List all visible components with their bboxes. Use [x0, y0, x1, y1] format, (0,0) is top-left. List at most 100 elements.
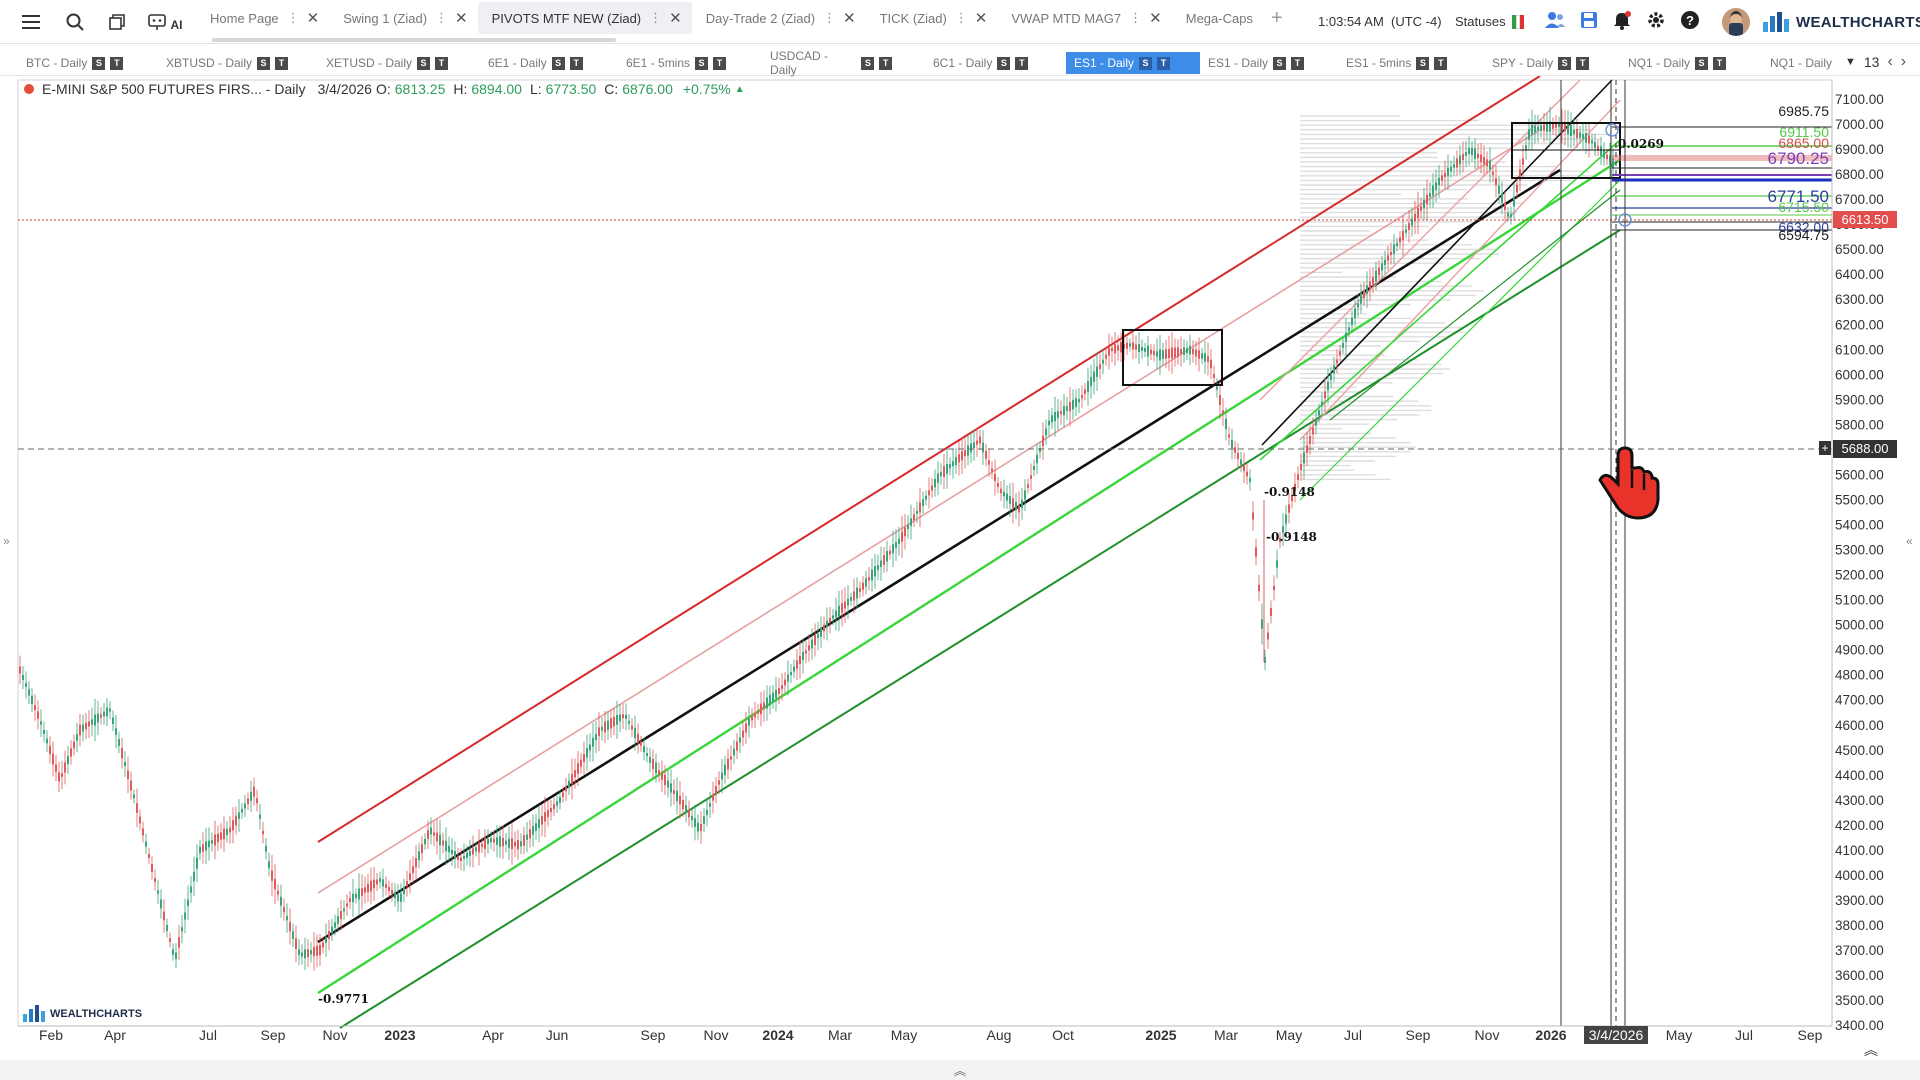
tab-menu-icon[interactable]: ⋮ — [1129, 10, 1142, 25]
symbol-sync-badge[interactable]: S — [257, 56, 270, 70]
notifications-icon[interactable] — [1612, 10, 1632, 30]
candle — [1564, 123, 1566, 132]
candle — [745, 723, 747, 733]
left-panel-toggle-icon[interactable]: » — [3, 534, 10, 548]
symbol-sync-badge[interactable]: S — [417, 56, 430, 70]
symbol-sync-badge[interactable]: S — [551, 56, 565, 70]
candle — [1606, 154, 1608, 160]
symbol-time-badge[interactable]: T — [1434, 56, 1448, 70]
search-icon[interactable] — [54, 0, 96, 44]
symbol-tab[interactable]: ES1 - Daily S T — [1066, 52, 1200, 74]
symbol-sync-badge[interactable]: S — [1416, 56, 1430, 70]
workspace-tab[interactable]: Home Page ⋮ ✕ — [196, 2, 329, 34]
x-axis-tick-label: Jul — [1344, 1027, 1362, 1043]
candle — [1135, 344, 1137, 350]
workspace-tab[interactable]: Day-Trade 2 (Ziad) ⋮ ✕ — [692, 2, 866, 34]
symbol-time-badge[interactable]: T — [1015, 56, 1029, 70]
symbol-sync-badge[interactable]: S — [1139, 56, 1153, 70]
symbol-tab[interactable]: ES1 - Daily S T — [1200, 52, 1330, 74]
help-icon[interactable]: ? — [1680, 10, 1700, 30]
drawing-anchor-icon[interactable] — [1605, 123, 1619, 137]
symbol-sync-badge[interactable]: S — [1273, 56, 1287, 70]
tabs-scrollbar[interactable] — [212, 38, 616, 42]
candle — [946, 463, 948, 474]
candle — [76, 734, 78, 741]
workspace-tab[interactable]: Mega-Caps — [1172, 2, 1263, 34]
symbol-dropdown-icon[interactable]: ▼ — [1845, 56, 1856, 68]
tab-menu-icon[interactable]: ⋮ — [435, 10, 448, 25]
plus-icon[interactable]: + — [1821, 441, 1828, 455]
symbol-time-badge[interactable]: T — [569, 56, 583, 70]
symbol-sync-badge[interactable]: S — [997, 56, 1011, 70]
symbol-tab[interactable]: SPY - Daily S T — [1484, 52, 1614, 74]
tab-close-icon[interactable]: ✕ — [455, 10, 468, 27]
candle — [211, 840, 213, 844]
workspace-tab[interactable]: TICK (Ziad) ⋮ ✕ — [866, 2, 998, 34]
tab-menu-icon[interactable]: ⋮ — [286, 10, 300, 25]
symbol-time-badge[interactable]: T — [713, 56, 727, 70]
symbol-tab[interactable]: XBTUSD - Daily S T — [158, 52, 288, 74]
save-icon[interactable] — [1580, 11, 1598, 29]
tab-close-icon[interactable]: ✕ — [669, 10, 682, 27]
add-tab-icon[interactable]: + — [1270, 6, 1283, 29]
brand-name: WEALTHCHARTS — [1796, 13, 1920, 31]
statuses-button[interactable]: Statuses — [1455, 14, 1524, 29]
symbol-time-badge[interactable]: T — [1157, 56, 1171, 70]
symbol-scroll-right-icon[interactable]: › — [1900, 53, 1907, 70]
symbol-tab[interactable]: 6E1 - Daily S T — [480, 52, 610, 74]
tab-close-icon[interactable]: ✕ — [974, 10, 988, 27]
symbol-tab[interactable]: NQ1 - Daily S T — [1620, 52, 1750, 74]
symbol-sync-badge[interactable]: S — [1558, 56, 1572, 70]
workspace-tab[interactable]: VWAP MTD MAG7 ⋮ ✕ — [997, 2, 1171, 34]
candle — [364, 887, 366, 893]
tab-menu-icon[interactable]: ⋮ — [649, 10, 662, 25]
expand-up-icon[interactable]: ︽ — [953, 1063, 966, 1078]
symbol-scroll-left-icon[interactable]: ‹ — [1887, 53, 1893, 70]
symbol-time-badge[interactable]: T — [435, 56, 448, 70]
add-alert-button[interactable] — [1819, 441, 1831, 455]
symbol-tab[interactable]: USDCAD - Daily S T — [762, 49, 892, 77]
price-chart[interactable]: 0.0269 -0.9148 -0.9148 -0.9771 6985.75 6911.5… — [0, 76, 1920, 1068]
candle — [58, 772, 60, 782]
symbol-tab[interactable]: XETUSD - Daily S T — [318, 52, 448, 74]
symbol-sync-badge[interactable]: S — [92, 56, 106, 70]
workspace-tab[interactable]: Swing 1 (Ziad) ⋮ ✕ — [329, 2, 477, 34]
workspace-tab[interactable]: PIVOTS MTF NEW (Ziad) ⋮ ✕ — [477, 2, 692, 34]
users-icon[interactable] — [1544, 10, 1566, 30]
symbol-tab[interactable]: 6C1 - Daily S T — [925, 52, 1055, 74]
symbol-sync-badge[interactable]: S — [861, 56, 875, 70]
tab-close-icon[interactable]: ✕ — [1149, 10, 1162, 27]
symbol-time-badge[interactable]: T — [1291, 56, 1305, 70]
symbol-tab[interactable]: ES1 - 5mins S T — [1338, 52, 1468, 74]
tab-menu-icon[interactable]: ⋮ — [823, 10, 836, 25]
candle — [1027, 484, 1029, 488]
symbol-tab[interactable]: BTC - Daily S T — [18, 52, 148, 74]
candle — [394, 891, 396, 899]
legend-open: 6813.25 — [394, 81, 446, 97]
symbol-tab[interactable]: 6E1 - 5mins S T — [618, 52, 748, 74]
symbol-sync-badge[interactable]: S — [695, 56, 709, 70]
candle — [34, 705, 36, 710]
user-avatar[interactable] — [1722, 8, 1750, 36]
symbol-time-badge[interactable]: T — [275, 56, 288, 70]
layouts-icon[interactable] — [96, 0, 138, 44]
candle — [238, 812, 240, 819]
menu-icon[interactable] — [10, 0, 52, 44]
tab-menu-icon[interactable]: ⋮ — [954, 10, 968, 25]
collapse-axis-icon[interactable]: ︽ — [1864, 1042, 1878, 1058]
symbol-time-badge[interactable]: T — [1713, 56, 1727, 70]
right-panel-toggle-icon[interactable]: « — [1906, 534, 1913, 548]
symbol-tab[interactable]: NQ1 - Daily — [1762, 52, 1892, 74]
symbol-time-badge[interactable]: T — [879, 56, 892, 70]
tab-close-icon[interactable]: ✕ — [843, 10, 856, 27]
symbol-time-badge[interactable]: T — [110, 56, 124, 70]
tab-close-icon[interactable]: ✕ — [306, 10, 320, 27]
bottom-panel-toggle[interactable]: ︽ — [0, 1060, 1920, 1080]
settings-icon[interactable] — [1646, 10, 1666, 30]
chart-canvas[interactable]: 0.0269 -0.9148 -0.9148 -0.9771 6985.75 6911.5… — [0, 76, 1920, 1068]
drawing-anchor-icon[interactable] — [1618, 213, 1632, 227]
symbol-time-badge[interactable]: T — [1576, 56, 1590, 70]
symbol-sync-badge[interactable]: S — [1695, 56, 1709, 70]
candle — [1471, 148, 1473, 155]
ai-assistant-icon[interactable]: AI — [142, 0, 188, 44]
